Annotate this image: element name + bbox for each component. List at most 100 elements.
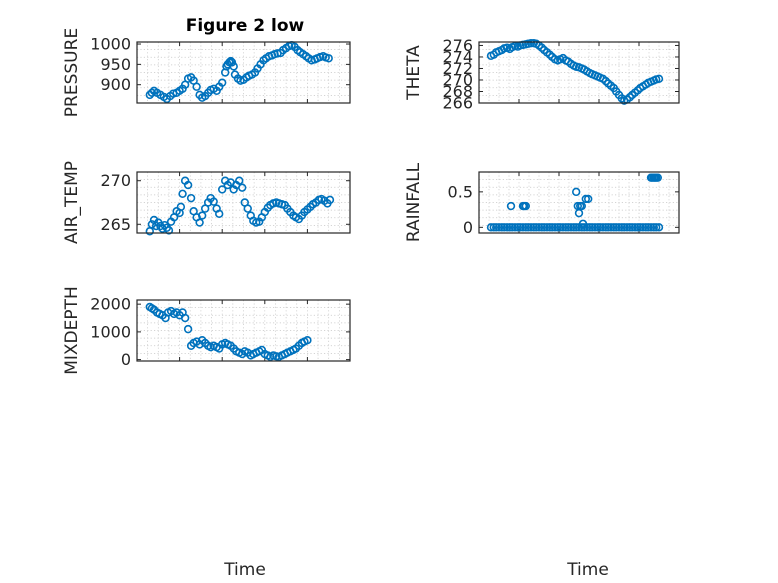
data-point bbox=[486, 223, 496, 232]
panel-4: 0 1000 2000 MIXDEPTH bbox=[62, 286, 351, 375]
data-point bbox=[494, 223, 504, 232]
data-point bbox=[545, 50, 554, 59]
data-point bbox=[178, 189, 187, 198]
data-point bbox=[537, 43, 546, 52]
data-point bbox=[577, 201, 586, 211]
y-tick-label: 266 bbox=[442, 94, 473, 113]
y-axis-label: THETA bbox=[404, 45, 424, 101]
data-point bbox=[638, 223, 648, 232]
data-point bbox=[617, 94, 626, 103]
y-tick-label: 0.5 bbox=[448, 182, 473, 201]
data-point bbox=[176, 202, 186, 212]
data-point bbox=[587, 223, 597, 232]
y-tick-label: 0 bbox=[121, 350, 131, 369]
data-point bbox=[500, 223, 509, 232]
data-point bbox=[531, 223, 541, 232]
data-point bbox=[325, 195, 335, 205]
data-point bbox=[180, 313, 190, 323]
data-point bbox=[183, 180, 193, 190]
data-point bbox=[555, 223, 565, 232]
y-tick-label: 1000 bbox=[90, 35, 131, 54]
data-point bbox=[563, 223, 573, 232]
data-point bbox=[571, 223, 581, 232]
data-point bbox=[324, 54, 333, 63]
y-tick-label: 272 bbox=[442, 59, 473, 78]
y-tick-label: 1000 bbox=[90, 322, 131, 341]
data-point bbox=[183, 324, 193, 334]
data-point bbox=[583, 194, 593, 204]
data-point bbox=[590, 223, 600, 232]
data-point bbox=[643, 223, 653, 232]
data-point bbox=[654, 74, 664, 84]
y-tick-label: 900 bbox=[100, 75, 131, 94]
data-point bbox=[235, 176, 244, 185]
data-point bbox=[506, 201, 516, 211]
data-point bbox=[518, 223, 528, 232]
y-tick-label: 268 bbox=[442, 82, 473, 101]
data-point bbox=[653, 173, 662, 182]
x-axis-label-left: Time bbox=[223, 560, 266, 580]
y-axis-label: MIXDEPTH bbox=[62, 286, 82, 375]
data-point bbox=[566, 223, 576, 232]
data-point bbox=[646, 223, 656, 232]
data-point bbox=[502, 223, 512, 232]
data-point bbox=[547, 223, 557, 232]
data-point bbox=[558, 223, 568, 232]
data-point bbox=[622, 223, 632, 232]
data-point bbox=[243, 204, 252, 213]
data-point bbox=[603, 223, 613, 232]
data-point bbox=[229, 62, 238, 71]
y-tick-label: 276 bbox=[442, 36, 473, 55]
data-point bbox=[526, 38, 536, 48]
y-axis-label: AIR_TEMP bbox=[62, 161, 82, 244]
data-point bbox=[611, 223, 621, 232]
data-point bbox=[510, 223, 520, 232]
data-point bbox=[164, 226, 174, 235]
data-point bbox=[571, 187, 581, 197]
data-point bbox=[595, 223, 605, 232]
data-point bbox=[147, 88, 157, 98]
data-point bbox=[515, 223, 525, 232]
data-point bbox=[303, 336, 312, 345]
y-tick-label: 0 bbox=[463, 218, 473, 237]
axes-box bbox=[136, 41, 351, 104]
data-point bbox=[542, 223, 552, 232]
data-point bbox=[635, 223, 645, 232]
data-point bbox=[238, 183, 247, 192]
data-point bbox=[630, 223, 640, 232]
y-axis-label: PRESSURE bbox=[62, 28, 82, 117]
data-point bbox=[654, 223, 664, 232]
data-point bbox=[550, 223, 560, 232]
axes-box bbox=[478, 41, 680, 104]
data-point bbox=[633, 86, 642, 95]
data-point bbox=[195, 218, 204, 227]
data-point bbox=[651, 223, 661, 232]
data-point bbox=[192, 82, 201, 91]
y-tick-label: 265 bbox=[100, 215, 131, 234]
y-axis-label: RAINFALL bbox=[404, 162, 424, 242]
data-point bbox=[492, 223, 501, 232]
y-tick-label: 2000 bbox=[90, 295, 131, 314]
data-point bbox=[523, 223, 533, 232]
y-tick-label: 274 bbox=[442, 47, 473, 66]
data-point bbox=[526, 223, 536, 232]
data-point bbox=[534, 223, 544, 232]
data-point bbox=[578, 219, 588, 228]
data-point bbox=[209, 197, 218, 206]
figure-title: Figure 2 low bbox=[186, 16, 305, 36]
data-point bbox=[227, 58, 237, 67]
axes-box bbox=[136, 299, 351, 362]
data-point bbox=[521, 201, 530, 211]
data-point bbox=[614, 223, 624, 232]
axes-box bbox=[478, 171, 680, 234]
data-point bbox=[539, 223, 549, 232]
y-tick-label: 270 bbox=[100, 171, 131, 190]
data-point bbox=[601, 76, 610, 86]
data-point bbox=[508, 223, 517, 232]
data-point bbox=[215, 209, 224, 219]
data-point bbox=[218, 78, 227, 87]
x-axis-label-right: Time bbox=[566, 560, 609, 580]
